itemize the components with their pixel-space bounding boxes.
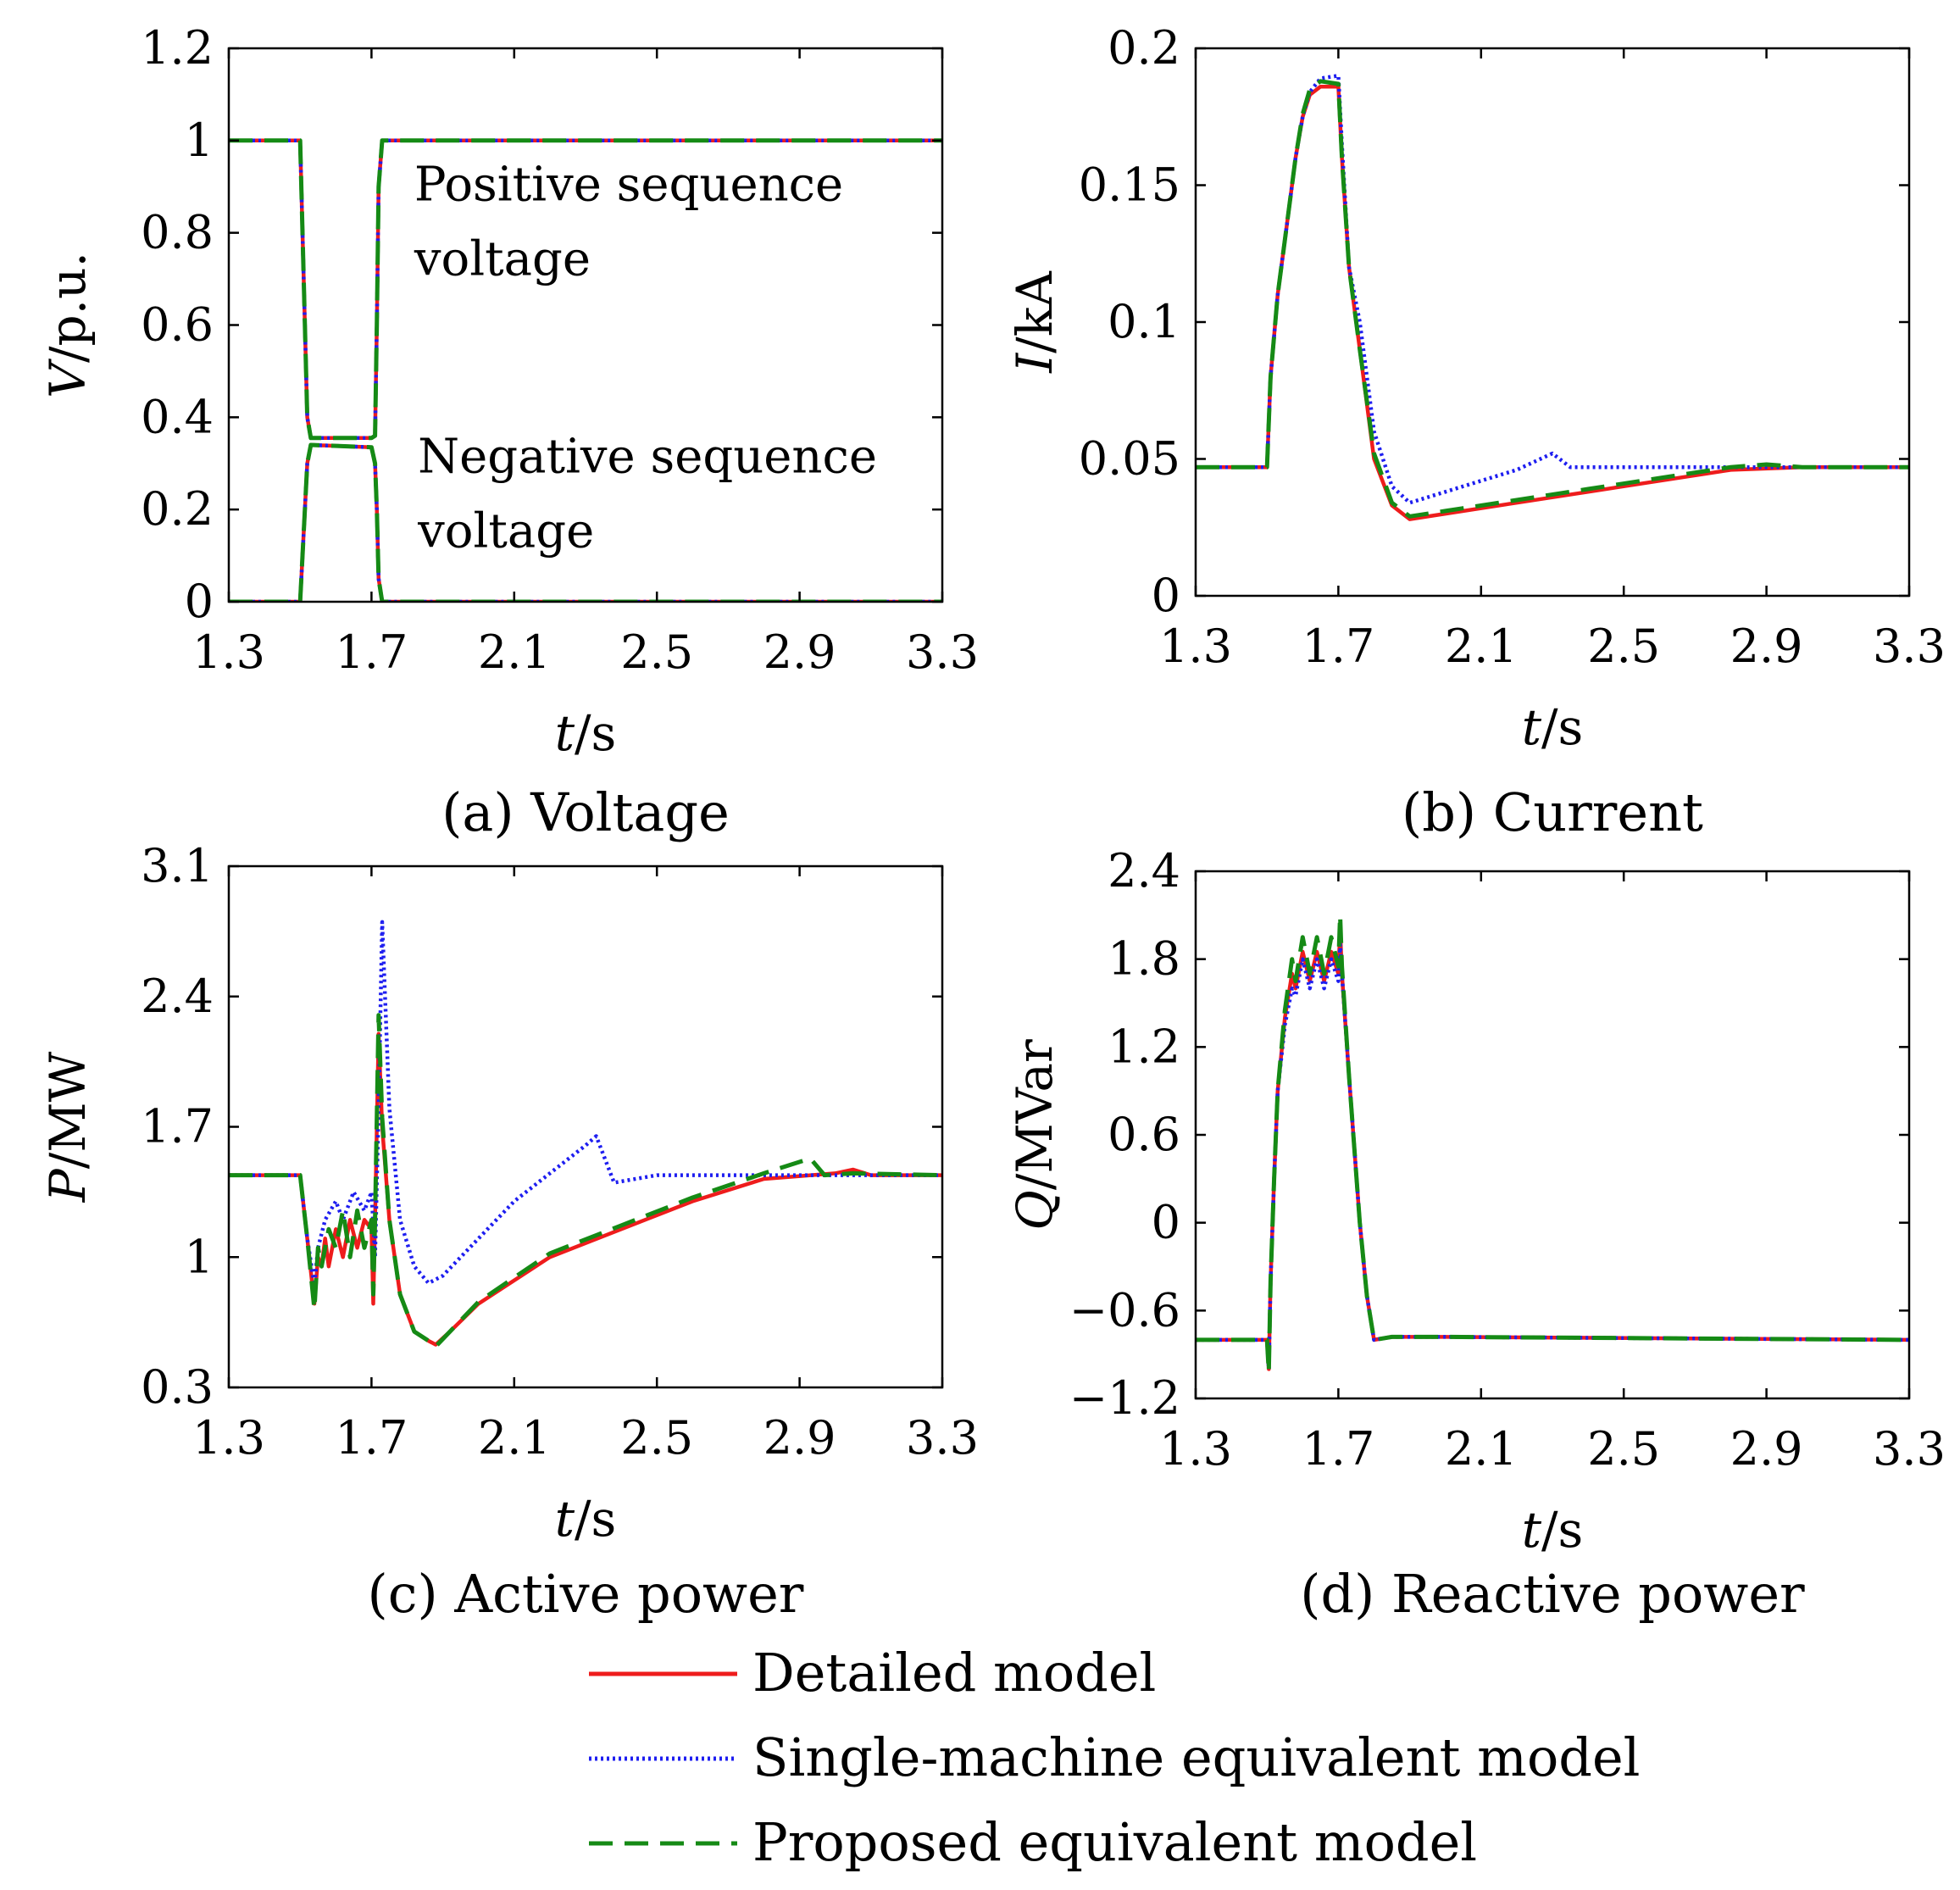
y-tick-label: 1.7 bbox=[141, 1100, 214, 1153]
series-line-2 bbox=[229, 920, 942, 1287]
y-tick-label: 2.4 bbox=[1108, 844, 1180, 898]
y-tick-label: −1.2 bbox=[1069, 1371, 1180, 1425]
x-tick-label: 2.1 bbox=[478, 1411, 551, 1465]
legend-label-1: Detailed model bbox=[752, 1642, 1156, 1704]
x-tick-label: 1.7 bbox=[335, 1411, 408, 1465]
legend-label-3: Proposed equivalent model bbox=[752, 1811, 1477, 1873]
series-line-1 bbox=[229, 1031, 942, 1347]
panel-caption: (d) Reactive power bbox=[1300, 1563, 1805, 1625]
x-tick-label: 2.9 bbox=[1730, 620, 1803, 673]
x-axis-label: t/s bbox=[1522, 698, 1584, 756]
series-line-3 bbox=[1196, 913, 1909, 1375]
x-tick-label: 2.1 bbox=[1445, 620, 1518, 673]
y-tick-label: 0.05 bbox=[1079, 432, 1180, 486]
series-group bbox=[229, 920, 942, 1349]
y-tick-label: 0 bbox=[1152, 569, 1180, 622]
x-tick-label: 1.7 bbox=[335, 625, 408, 679]
x-tick-label: 2.5 bbox=[1587, 620, 1660, 673]
legend: Detailed model Single-machine equivalent … bbox=[589, 1642, 1641, 1873]
series-group bbox=[1196, 74, 1909, 521]
series-group bbox=[1196, 913, 1909, 1375]
y-tick-label: 1.2 bbox=[141, 21, 214, 75]
y-tick-label: 0 bbox=[1152, 1196, 1180, 1249]
x-tick-label: 1.3 bbox=[192, 625, 265, 679]
panel-caption: (c) Active power bbox=[368, 1563, 804, 1625]
chart-panel-1: 1.3 1.7 2.1 2.5 2.9 3.3 0 0.2 0.4 0.6 0.8 1 1.2 t/s V/… bbox=[39, 21, 979, 843]
chart-panel-3: 1.3 1.7 2.1 2.5 2.9 3.3 0.3 1 1.7 2.4 3.1 t/s P/MW (c… bbox=[39, 839, 979, 1625]
series-line-2 bbox=[1196, 942, 1909, 1371]
y-tick-label: 0.15 bbox=[1079, 158, 1180, 212]
x-tick-label: 2.5 bbox=[620, 625, 693, 679]
series-line-3 bbox=[229, 138, 942, 441]
y-tick-label: 1.2 bbox=[1108, 1020, 1180, 1073]
y-tick-label: 0.6 bbox=[1108, 1108, 1180, 1161]
y-tick-label: 0 bbox=[185, 575, 214, 628]
x-tick-label: 2.9 bbox=[763, 625, 836, 679]
x-tick-label: 3.3 bbox=[1873, 1422, 1946, 1476]
y-tick-label: 0.1 bbox=[1108, 295, 1180, 348]
annotation-2-line-1: Negative sequence bbox=[418, 430, 877, 485]
y-tick-label: 1.8 bbox=[1108, 932, 1180, 986]
y-axis-label: V/p.u. bbox=[39, 252, 97, 398]
panel-caption: (b) Current bbox=[1402, 781, 1703, 843]
x-tick-label: 3.3 bbox=[906, 625, 979, 679]
y-tick-label: 0.6 bbox=[141, 298, 214, 352]
series-group bbox=[229, 138, 942, 602]
y-tick-label: 0.4 bbox=[141, 390, 214, 443]
y-axis-label: I/kA bbox=[1006, 270, 1063, 374]
y-tick-label: 1 bbox=[185, 114, 214, 167]
annotation-2-line-2: voltage bbox=[417, 504, 594, 559]
legend-label-2: Single-machine equivalent model bbox=[752, 1726, 1641, 1788]
x-tick-label: 3.3 bbox=[906, 1411, 979, 1465]
x-tick-label: 1.7 bbox=[1302, 1422, 1374, 1476]
y-tick-label: −0.6 bbox=[1069, 1283, 1180, 1337]
chart-panel-4: 1.3 1.7 2.1 2.5 2.9 3.3 −1.2 −0.6 0 0.6 1.2 1.8 2.4 t… bbox=[1006, 844, 1946, 1625]
x-tick-label: 2.1 bbox=[478, 625, 551, 679]
x-axis-label: t/s bbox=[1522, 1501, 1584, 1559]
x-tick-label: 1.3 bbox=[192, 1411, 265, 1465]
x-axis-label: t/s bbox=[555, 704, 617, 762]
x-tick-label: 2.5 bbox=[620, 1411, 693, 1465]
x-axis-label: t/s bbox=[555, 1490, 617, 1548]
series-line-1 bbox=[1196, 927, 1909, 1371]
x-tick-label: 3.3 bbox=[1873, 620, 1946, 673]
x-tick-label: 2.9 bbox=[763, 1411, 836, 1465]
annotation-1-line-1: Positive sequence bbox=[414, 158, 843, 213]
x-tick-label: 1.3 bbox=[1159, 1422, 1232, 1476]
y-tick-label: 3.1 bbox=[141, 839, 214, 892]
annotation-1-line-2: voltage bbox=[414, 232, 591, 287]
y-tick-label: 1 bbox=[185, 1230, 214, 1283]
x-tick-label: 2.1 bbox=[1445, 1422, 1518, 1476]
y-tick-label: 0.3 bbox=[141, 1360, 214, 1414]
series-line-3 bbox=[229, 1013, 942, 1349]
x-tick-label: 2.5 bbox=[1587, 1422, 1660, 1476]
x-tick-label: 2.9 bbox=[1730, 1422, 1803, 1476]
y-axis-label: P/MW bbox=[39, 1051, 97, 1203]
x-tick-label: 1.3 bbox=[1159, 620, 1232, 673]
series-line-2 bbox=[1196, 74, 1909, 505]
chart-panel-2: 1.3 1.7 2.1 2.5 2.9 3.3 0 0.05 0.1 0.15 0.2 t/s I/kA… bbox=[1006, 21, 1946, 843]
y-tick-label: 0.2 bbox=[1108, 21, 1180, 75]
x-tick-label: 1.7 bbox=[1302, 620, 1374, 673]
y-axis-label: Q/MVar bbox=[1006, 1039, 1063, 1231]
plot-frame bbox=[227, 864, 944, 1389]
y-tick-label: 2.4 bbox=[141, 970, 214, 1023]
y-tick-label: 0.2 bbox=[141, 482, 214, 536]
series-line-3 bbox=[1196, 79, 1909, 519]
y-tick-label: 0.8 bbox=[141, 206, 214, 259]
series-line-6 bbox=[229, 442, 942, 602]
panel-caption: (a) Voltage bbox=[441, 781, 730, 843]
plot-frame bbox=[1194, 47, 1911, 598]
